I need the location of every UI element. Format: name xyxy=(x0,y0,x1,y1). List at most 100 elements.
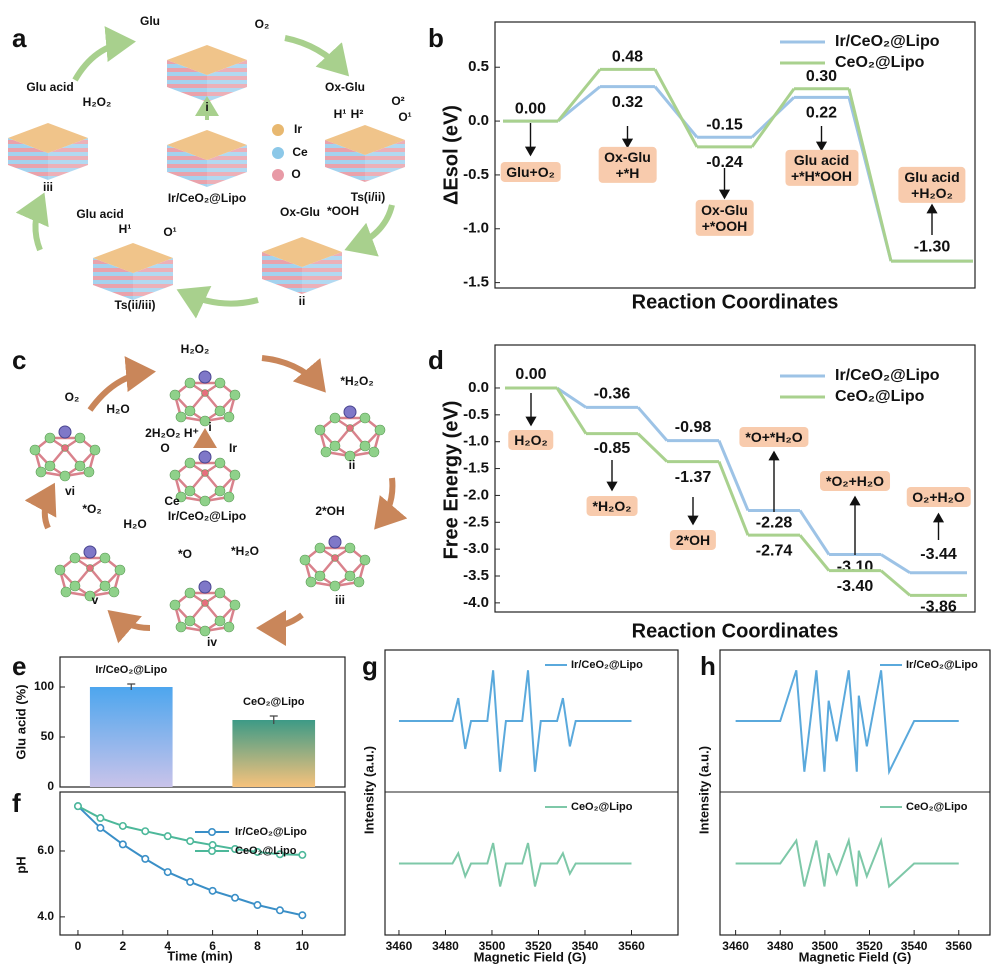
x-tick-label: 4 xyxy=(164,939,171,953)
state-box: *H₂O₂ xyxy=(586,495,638,517)
ce-atom xyxy=(169,599,181,611)
value-label: 0.30 xyxy=(806,68,837,85)
marker xyxy=(141,854,150,863)
ir-atom xyxy=(198,450,212,464)
atom-key xyxy=(272,169,284,181)
ce-atom xyxy=(99,580,111,592)
value-label: -0.85 xyxy=(594,440,631,457)
ce-atom xyxy=(359,554,371,566)
diagram-label: Glu acid xyxy=(76,207,123,221)
state-box: Glu acid +H₂O₂ xyxy=(898,166,966,204)
cycle-arrow xyxy=(176,285,259,319)
value-label: -3.86 xyxy=(920,599,957,616)
ce-atom xyxy=(229,389,241,401)
x-tick-label: 3520 xyxy=(525,939,552,953)
ir-atom xyxy=(198,370,212,384)
diagram-label: iii xyxy=(43,180,53,194)
crystal-top xyxy=(167,45,247,75)
ce-atom xyxy=(353,576,365,588)
connector xyxy=(798,534,831,572)
ce-atom xyxy=(214,377,226,389)
crystal-left xyxy=(167,145,207,187)
ce-atom xyxy=(305,576,317,588)
x-tick-label: 3560 xyxy=(945,939,972,953)
ce-atom xyxy=(359,440,371,452)
crystal-right xyxy=(365,140,405,182)
ce-atom xyxy=(169,469,181,481)
diagram-label: i xyxy=(208,420,211,434)
ce-atom xyxy=(299,554,311,566)
ce-atom xyxy=(74,460,86,472)
x-axis-label: Time (min) xyxy=(167,948,233,963)
atom-key xyxy=(272,147,284,159)
bar-label: Ir/CeO₂@Lipo xyxy=(95,664,167,676)
y-axis-label: Intensity (a.u.) xyxy=(696,746,711,834)
value-label: 0.32 xyxy=(612,94,643,111)
y-tick-label: 0.0 xyxy=(468,112,489,129)
state-box: Ox-Glu +*OOH xyxy=(695,199,754,237)
connector xyxy=(798,509,831,556)
crystal-top xyxy=(8,123,88,153)
state-box: Glu+O₂ xyxy=(500,161,561,183)
crystal-top xyxy=(325,125,405,155)
plot-frame xyxy=(494,344,976,613)
bar-label: CeO₂@Lipo xyxy=(243,696,305,708)
o-atom xyxy=(86,564,94,572)
diagram-label: Ox-Glu xyxy=(325,80,365,94)
diagram-label: *O₂ xyxy=(82,502,101,516)
diagram-label: H₂O₂ xyxy=(181,342,210,356)
connector xyxy=(750,87,796,148)
diagram-label: Ir xyxy=(294,122,302,136)
panel-letter: g xyxy=(362,651,378,681)
marker xyxy=(275,850,284,859)
x-tick-label: 3480 xyxy=(767,939,794,953)
legend-label: Ir/CeO₂@Lipo xyxy=(235,826,307,838)
plot-frame xyxy=(59,791,346,936)
ce-atom xyxy=(44,460,56,472)
crystal-left xyxy=(8,138,48,180)
y-tick-label: -3.5 xyxy=(463,567,489,584)
marker xyxy=(73,802,82,811)
x-axis-label: Magnetic Field (G) xyxy=(799,949,912,964)
error-bar xyxy=(269,715,278,724)
atom-key xyxy=(272,124,284,136)
y-tick-label: -0.5 xyxy=(463,166,489,183)
ce-atom xyxy=(74,432,86,444)
ce-atom xyxy=(329,412,341,424)
marker xyxy=(298,850,307,859)
ir-atom xyxy=(83,545,97,559)
diagram-label: iv xyxy=(207,635,217,649)
panel-letter: h xyxy=(700,651,716,681)
diagram-label: Ir xyxy=(229,441,237,455)
crystal-right xyxy=(207,145,247,187)
diagram-label: Ox-Glu xyxy=(280,205,320,219)
panel-letter: c xyxy=(12,345,26,375)
diagram-label: O¹ xyxy=(398,110,411,124)
crystal-top xyxy=(93,243,173,273)
o-atom xyxy=(61,444,69,452)
diagram-label: H² xyxy=(351,107,364,121)
cycle-arrow xyxy=(344,204,395,257)
marker xyxy=(253,901,262,910)
ir-atom xyxy=(58,425,72,439)
diagram-label: O² xyxy=(391,94,404,108)
connector xyxy=(636,406,669,442)
x-tick-label: 2 xyxy=(119,939,126,953)
y-tick-label: 0.5 xyxy=(468,58,489,75)
diagram-label: ii xyxy=(299,294,306,308)
cycle-arrow xyxy=(87,356,156,412)
connector xyxy=(880,553,911,575)
crystal-left xyxy=(167,60,207,102)
ce-atom xyxy=(214,485,226,497)
cycle-arrow xyxy=(261,355,326,393)
y-tick-label: -2.5 xyxy=(463,513,489,530)
marker xyxy=(96,814,105,823)
ce-atom xyxy=(223,491,235,503)
crystal-right xyxy=(48,138,88,180)
y-tick-label: -0.5 xyxy=(463,406,489,423)
x-tick-label: 6 xyxy=(209,939,216,953)
marker xyxy=(96,823,105,832)
y-axis-label: Glu acid (%) xyxy=(13,684,28,759)
diagram-label: O₂ xyxy=(255,17,270,31)
